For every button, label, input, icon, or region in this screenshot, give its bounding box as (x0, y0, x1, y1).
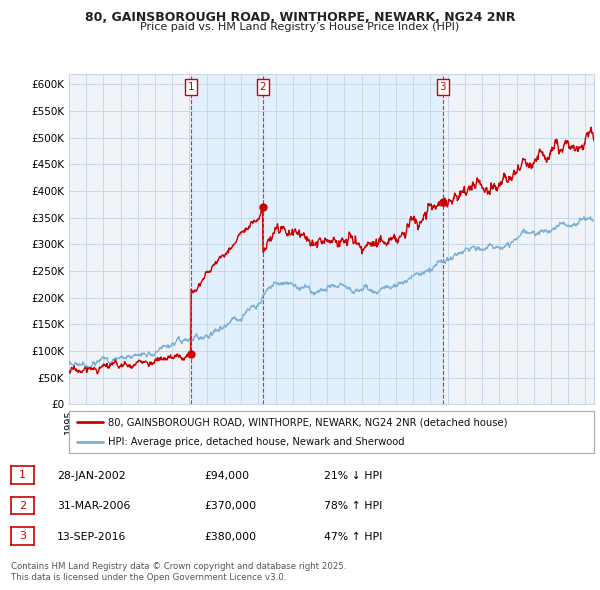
Text: 31-MAR-2006: 31-MAR-2006 (57, 502, 130, 511)
Bar (191, 74, 263, 404)
Text: 80, GAINSBOROUGH ROAD, WINTHORPE, NEWARK, NG24 2NR: 80, GAINSBOROUGH ROAD, WINTHORPE, NEWARK… (85, 11, 515, 24)
Text: 2: 2 (19, 501, 26, 510)
Text: Price paid vs. HM Land Registry’s House Price Index (HPI): Price paid vs. HM Land Registry’s House … (140, 22, 460, 32)
Text: £94,000: £94,000 (204, 471, 249, 480)
Text: 78% ↑ HPI: 78% ↑ HPI (324, 502, 382, 511)
Text: 3: 3 (19, 532, 26, 541)
Text: 3: 3 (439, 82, 446, 92)
Text: £370,000: £370,000 (204, 502, 256, 511)
Text: 1: 1 (19, 470, 26, 480)
Text: 2: 2 (259, 82, 266, 92)
Text: HPI: Average price, detached house, Newark and Sherwood: HPI: Average price, detached house, Newa… (109, 437, 405, 447)
Text: 21% ↓ HPI: 21% ↓ HPI (324, 471, 382, 480)
Text: Contains HM Land Registry data © Crown copyright and database right 2025.
This d: Contains HM Land Registry data © Crown c… (11, 562, 346, 582)
Text: 80, GAINSBOROUGH ROAD, WINTHORPE, NEWARK, NG24 2NR (detached house): 80, GAINSBOROUGH ROAD, WINTHORPE, NEWARK… (109, 417, 508, 427)
Text: £380,000: £380,000 (204, 532, 256, 542)
Bar (263, 74, 443, 404)
Text: 1: 1 (188, 82, 194, 92)
Text: 47% ↑ HPI: 47% ↑ HPI (324, 532, 382, 542)
Text: 28-JAN-2002: 28-JAN-2002 (57, 471, 125, 480)
Text: 13-SEP-2016: 13-SEP-2016 (57, 532, 127, 542)
